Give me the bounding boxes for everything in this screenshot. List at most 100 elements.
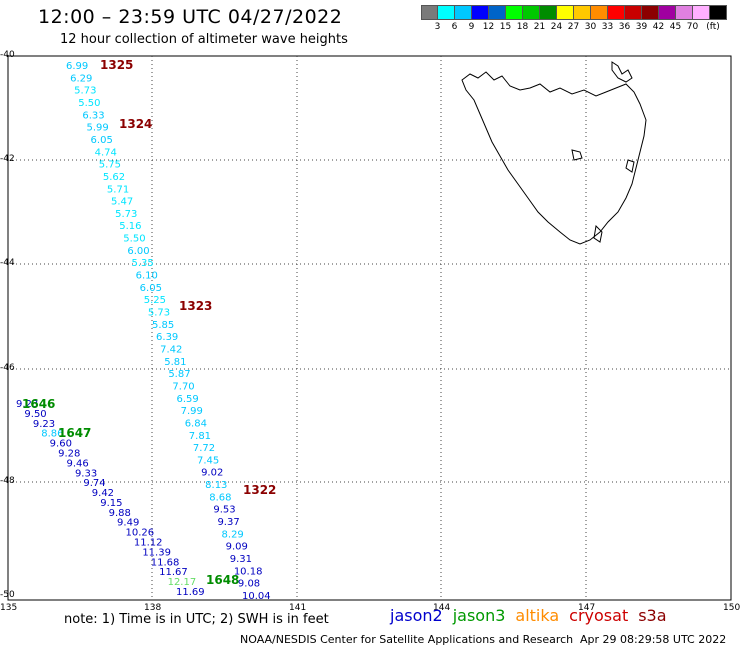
wave-height-value: 7.42 — [160, 344, 182, 355]
satellite-name: jason2 — [390, 606, 443, 625]
latitude-tick: -46 — [0, 363, 15, 373]
legend-swatch — [625, 5, 642, 20]
wave-height-value: 7.72 — [193, 443, 215, 454]
wave-height-value: 11.69 — [176, 587, 205, 598]
wave-height-value: 11.12 — [134, 538, 163, 549]
wave-height-value: 6.59 — [177, 394, 199, 405]
wave-height-value: 5.87 — [168, 369, 190, 380]
legend-swatch — [421, 5, 438, 20]
wave-height-value: 9.28 — [58, 448, 80, 459]
pass-number-label: 1325 — [100, 58, 133, 72]
wave-height-value: 9.88 — [109, 508, 131, 519]
legend-swatch — [676, 5, 693, 20]
wave-height-value: 5.16 — [119, 221, 141, 232]
wave-height-value: 5.71 — [107, 184, 129, 195]
satellite-name: cryosat — [569, 606, 629, 625]
legend-label: 3 — [434, 22, 441, 32]
pass-number-label: 1323 — [179, 299, 212, 313]
pass-number-label: 1648 — [206, 573, 239, 587]
wave-height-value: 5.73 — [74, 86, 96, 97]
legend-swatch — [438, 5, 455, 20]
wave-height-value: 10.26 — [125, 528, 154, 539]
satellite-legend: jason2 jason3 altika cryosat s3a — [390, 606, 677, 625]
satellite-name: altika — [515, 606, 560, 625]
wave-height-value: 9.23 — [16, 399, 38, 410]
legend-swatch — [693, 5, 710, 20]
track-a-values: 6.996.295.735.506.335.996.054.745.755.62… — [66, 61, 271, 602]
pass-number-label: 1646 — [22, 397, 55, 411]
map-frame — [7, 55, 732, 601]
wave-height-value: 5.75 — [99, 160, 121, 171]
bruny-island-outline — [593, 224, 603, 243]
wave-height-value: 6.00 — [127, 246, 149, 257]
wave-height-value: 9.33 — [75, 468, 97, 479]
wave-height-value: 9.60 — [50, 439, 72, 450]
legend-swatch — [642, 5, 659, 20]
map-title: 12:00 – 23:59 UTC 04/27/2022 — [38, 6, 343, 28]
pass-number-label: 1324 — [119, 117, 152, 131]
legend-label: 45 — [669, 22, 682, 32]
latitude-tick: -50 — [0, 590, 15, 600]
longitude-tick: 144 — [433, 603, 451, 613]
wave-height-value: 7.99 — [181, 406, 203, 417]
wave-height-value: 5.50 — [78, 98, 100, 109]
wave-height-value: 6.05 — [140, 283, 162, 294]
legend-swatch — [455, 5, 472, 20]
legend-label: 27 — [567, 22, 580, 32]
legend-label: 33 — [601, 22, 614, 32]
wave-height-value: 9.50 — [24, 409, 46, 420]
legend-label: 18 — [516, 22, 529, 32]
footer-note: note: 1) Time is in UTC; 2) SWH is in fe… — [64, 612, 329, 627]
legend-swatch — [710, 5, 727, 20]
wave-height-value: 9.49 — [117, 518, 139, 529]
satellite-name: s3a — [638, 606, 667, 625]
wave-height-value: 6.05 — [91, 135, 113, 146]
wave-height-value: 11.67 — [159, 567, 188, 578]
legend-label: 39 — [635, 22, 648, 32]
wave-height-value: 5.50 — [123, 234, 145, 245]
wave-height-value: 8.86 — [41, 429, 63, 440]
legend-swatch — [659, 5, 676, 20]
wave-height-value: 9.42 — [92, 488, 114, 499]
legend-swatch — [557, 5, 574, 20]
wave-height-value: 9.53 — [213, 505, 235, 516]
wave-height-value: 9.09 — [226, 542, 248, 553]
wave-height-value: 6.39 — [156, 332, 178, 343]
satellite-name: jason3 — [452, 606, 506, 625]
wave-height-value: 9.37 — [217, 517, 239, 528]
legend-swatch — [506, 5, 523, 20]
credit-text: NOAA/NESDIS Center for Satellite Applica… — [240, 633, 574, 646]
legend-label: 12 — [482, 22, 495, 32]
legend-swatch — [608, 5, 625, 20]
legend-swatch — [591, 5, 608, 20]
flinders-island-outline — [611, 61, 633, 83]
wave-height-value: 8.13 — [205, 480, 227, 491]
wave-height-value: 5.47 — [111, 197, 133, 208]
wave-height-value: 5.73 — [115, 209, 137, 220]
longitude-tick: 147 — [578, 603, 596, 613]
legend-label: 42 — [652, 22, 665, 32]
small-island-outline — [571, 149, 583, 161]
latitude-tick: -44 — [0, 258, 15, 268]
wave-height-value: 6.84 — [185, 418, 207, 429]
legend-swatch — [523, 5, 540, 20]
legend-label: 9 — [468, 22, 475, 32]
wave-height-value: 9.23 — [33, 419, 55, 430]
east-coast-island-outline — [625, 159, 635, 173]
wave-height-value: 5.73 — [148, 308, 170, 319]
longitude-tick: 141 — [289, 603, 307, 613]
wave-height-value: 7.81 — [189, 431, 211, 442]
wave-height-value: 11.39 — [142, 547, 171, 558]
wave-height-value: 4.74 — [95, 147, 117, 158]
tasmania-coastline — [461, 71, 647, 245]
legend-swatch — [489, 5, 506, 20]
longitude-tick: 138 — [144, 603, 162, 613]
wave-height-value: 9.74 — [83, 478, 105, 489]
legend-label: 6 — [451, 22, 458, 32]
latitude-tick: -40 — [0, 50, 15, 60]
wave-height-value: 12.17 — [168, 577, 197, 588]
wave-height-value: 10.04 — [242, 591, 271, 602]
wave-height-value: 5.81 — [164, 357, 186, 368]
wave-height-value: 6.10 — [136, 271, 158, 282]
